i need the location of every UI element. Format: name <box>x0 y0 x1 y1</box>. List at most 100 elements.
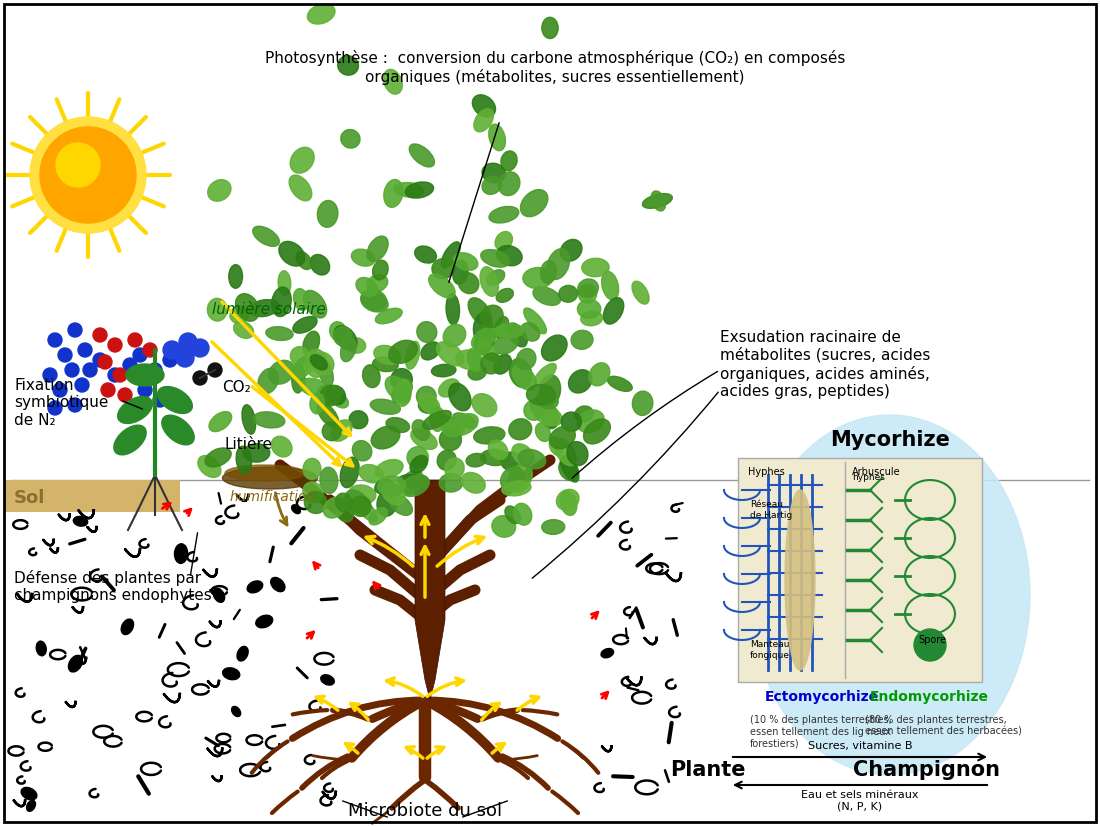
Ellipse shape <box>578 410 604 433</box>
Text: Champignon: Champignon <box>852 760 1000 780</box>
Ellipse shape <box>386 418 409 433</box>
Ellipse shape <box>405 182 433 198</box>
Ellipse shape <box>292 505 300 514</box>
Ellipse shape <box>604 297 624 324</box>
Ellipse shape <box>318 358 333 386</box>
Circle shape <box>53 383 67 397</box>
Ellipse shape <box>398 474 429 488</box>
Ellipse shape <box>542 17 558 39</box>
Ellipse shape <box>375 479 393 494</box>
Ellipse shape <box>497 245 522 266</box>
Ellipse shape <box>520 190 548 216</box>
Ellipse shape <box>446 294 460 325</box>
Ellipse shape <box>439 473 463 492</box>
Ellipse shape <box>207 298 227 321</box>
Ellipse shape <box>290 147 315 173</box>
Ellipse shape <box>374 345 400 364</box>
Ellipse shape <box>363 365 381 387</box>
Circle shape <box>56 143 100 187</box>
Ellipse shape <box>293 316 317 333</box>
Ellipse shape <box>541 335 568 361</box>
Ellipse shape <box>439 429 461 450</box>
Ellipse shape <box>502 481 531 496</box>
Ellipse shape <box>272 436 292 457</box>
Circle shape <box>163 341 182 359</box>
Ellipse shape <box>320 385 341 406</box>
Ellipse shape <box>351 249 375 266</box>
Circle shape <box>914 629 946 661</box>
Circle shape <box>138 383 152 397</box>
Ellipse shape <box>449 383 471 411</box>
Ellipse shape <box>388 340 417 363</box>
Ellipse shape <box>785 490 815 670</box>
Ellipse shape <box>513 365 537 390</box>
Ellipse shape <box>236 446 252 473</box>
Ellipse shape <box>249 300 279 316</box>
Ellipse shape <box>517 349 536 370</box>
Ellipse shape <box>560 491 576 515</box>
Text: Hyphes: Hyphes <box>748 467 784 477</box>
Ellipse shape <box>208 179 231 202</box>
Ellipse shape <box>307 4 336 24</box>
Ellipse shape <box>126 364 164 386</box>
Ellipse shape <box>385 376 410 401</box>
Ellipse shape <box>310 352 334 375</box>
Ellipse shape <box>437 342 464 366</box>
Ellipse shape <box>356 278 377 297</box>
Ellipse shape <box>432 259 454 278</box>
Ellipse shape <box>417 387 437 406</box>
Circle shape <box>98 355 112 369</box>
Ellipse shape <box>488 440 508 459</box>
Circle shape <box>94 353 107 367</box>
Ellipse shape <box>310 354 328 370</box>
Ellipse shape <box>318 386 336 405</box>
Ellipse shape <box>373 260 388 280</box>
Ellipse shape <box>480 267 498 297</box>
Ellipse shape <box>494 354 512 374</box>
Text: Microbiote du sol: Microbiote du sol <box>348 802 502 820</box>
Ellipse shape <box>384 69 403 94</box>
Circle shape <box>153 393 167 407</box>
Ellipse shape <box>375 308 403 324</box>
Ellipse shape <box>549 437 563 455</box>
Text: (80 % des plantes terrestres,
essen tellement des herbacées): (80 % des plantes terrestres, essen tell… <box>865 715 1022 737</box>
Text: Endomycorhize: Endomycorhize <box>870 690 989 704</box>
Text: Fixation
symbiotique
de N₂: Fixation symbiotique de N₂ <box>14 378 109 428</box>
Ellipse shape <box>268 360 295 384</box>
Ellipse shape <box>651 191 666 211</box>
Ellipse shape <box>547 249 570 279</box>
Ellipse shape <box>321 675 334 685</box>
Ellipse shape <box>540 375 561 406</box>
Ellipse shape <box>410 455 428 473</box>
Text: Litière: Litière <box>226 437 273 452</box>
Ellipse shape <box>524 401 544 420</box>
Circle shape <box>163 353 177 367</box>
Circle shape <box>133 348 147 362</box>
Ellipse shape <box>327 386 345 405</box>
Ellipse shape <box>392 380 412 403</box>
Ellipse shape <box>453 413 477 429</box>
Text: Photosynthèse :  conversion du carbone atmosphérique (CO₂) en composés
organique: Photosynthèse : conversion du carbone at… <box>265 50 845 84</box>
Ellipse shape <box>36 641 46 656</box>
Ellipse shape <box>351 496 371 516</box>
Ellipse shape <box>296 252 311 269</box>
Circle shape <box>148 363 162 377</box>
Ellipse shape <box>469 298 491 325</box>
Ellipse shape <box>541 520 564 534</box>
Ellipse shape <box>490 206 519 223</box>
Text: Eau et sels minéraux
(N, P, K): Eau et sels minéraux (N, P, K) <box>801 790 918 812</box>
Ellipse shape <box>292 364 305 393</box>
Ellipse shape <box>553 439 576 466</box>
Ellipse shape <box>579 284 596 303</box>
Text: CO₂: CO₂ <box>222 381 251 396</box>
Ellipse shape <box>400 470 424 494</box>
Circle shape <box>75 378 89 392</box>
Ellipse shape <box>317 403 339 427</box>
Ellipse shape <box>500 151 517 171</box>
Ellipse shape <box>494 316 508 339</box>
Ellipse shape <box>512 444 534 466</box>
Circle shape <box>40 127 136 223</box>
Ellipse shape <box>330 321 346 341</box>
Bar <box>6 480 180 512</box>
Ellipse shape <box>74 516 88 526</box>
